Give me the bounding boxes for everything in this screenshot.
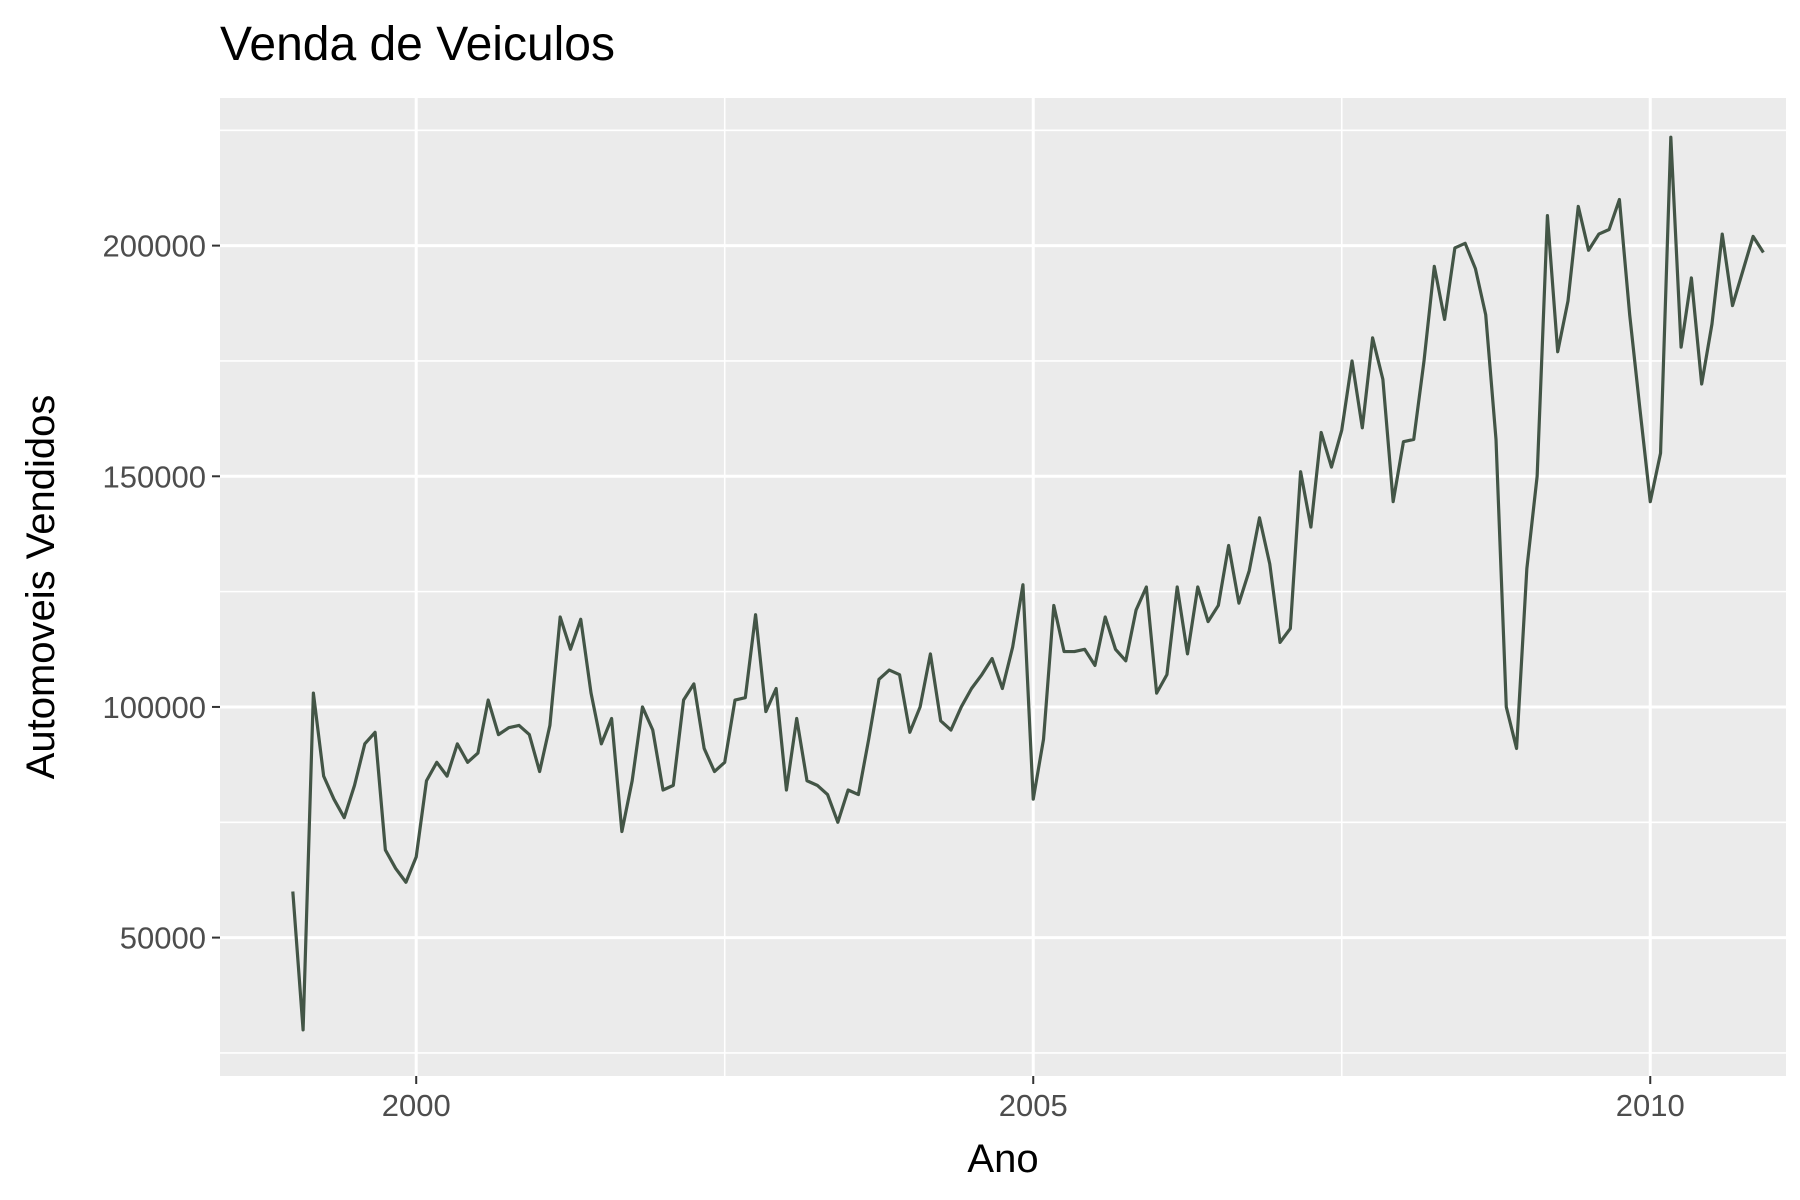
x-tick-label: 2005 — [999, 1088, 1068, 1123]
y-axis-ticks: 50000 100000 150000 200000 — [103, 229, 220, 956]
x-axis-ticks: 2000 2005 2010 — [382, 1076, 1685, 1123]
x-axis-title: Ano — [967, 1137, 1038, 1181]
grid-minor-lines — [220, 98, 1786, 1076]
y-tick-label: 200000 — [103, 229, 206, 264]
series-line — [291, 135, 1765, 1032]
chart-title: Venda de Veiculos — [220, 18, 615, 71]
y-axis-title: Automoveis Vendidos — [19, 395, 63, 780]
x-tick-label: 2000 — [382, 1088, 451, 1123]
series-group — [291, 135, 1765, 1032]
grid-major-lines — [220, 98, 1786, 1076]
y-tick-label: 150000 — [103, 459, 206, 494]
x-tick-label: 2010 — [1616, 1088, 1685, 1123]
y-tick-label: 100000 — [103, 690, 206, 725]
y-tick-label: 50000 — [120, 921, 206, 956]
